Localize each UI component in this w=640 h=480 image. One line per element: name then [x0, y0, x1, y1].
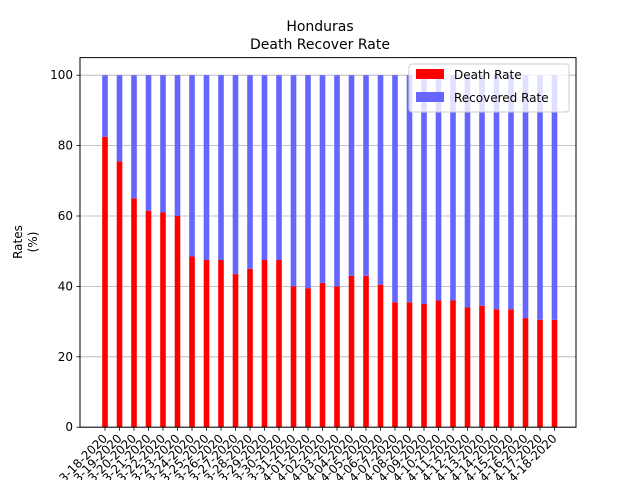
- bar-death-rate: [116, 161, 123, 428]
- bar-death-rate: [247, 268, 253, 428]
- bar-death-rate: [348, 275, 355, 428]
- bar-death-rate: [421, 304, 427, 428]
- bar-recovered-rate: [522, 75, 529, 319]
- bar-death-rate: [551, 319, 558, 428]
- bar-recovered-rate: [247, 75, 253, 269]
- bar-recovered-rate: [363, 75, 369, 276]
- bar-death-rate: [392, 302, 398, 428]
- bar-death-rate: [493, 309, 500, 428]
- bar-recovered-rate: [160, 75, 166, 213]
- bar-recovered-rate: [189, 75, 195, 257]
- bar-recovered-rate: [261, 75, 268, 260]
- bar-death-rate: [218, 260, 224, 428]
- bar-death-rate: [145, 210, 152, 428]
- y-tick-label: 100: [50, 68, 73, 82]
- y-tick-label: 80: [58, 139, 73, 153]
- bar-recovered-rate: [131, 75, 137, 199]
- bar-recovered-rate: [348, 75, 355, 276]
- chart-title: Honduras: [286, 19, 353, 35]
- bar-recovered-rate: [435, 75, 442, 301]
- bar-death-rate: [435, 300, 442, 428]
- bar-death-rate: [174, 216, 181, 428]
- bar-death-rate: [319, 282, 326, 428]
- y-tick-label: 40: [58, 279, 73, 293]
- y-axis-label: Rates(%): [11, 225, 40, 259]
- bar-death-rate: [189, 256, 195, 428]
- bar-recovered-rate: [116, 75, 123, 162]
- bar-recovered-rate: [145, 75, 152, 211]
- legend: Death Rate Recovered Rate: [408, 63, 570, 113]
- bar-death-rate: [479, 305, 485, 428]
- bar-recovered-rate: [203, 75, 210, 260]
- bar-death-rate: [377, 284, 384, 428]
- bar-recovered-rate: [421, 75, 427, 304]
- bar-recovered-rate: [479, 75, 485, 306]
- bar-death-rate: [232, 274, 239, 428]
- bar-recovered-rate: [537, 75, 543, 320]
- bar-death-rate: [406, 302, 413, 428]
- plot-frame: [79, 57, 577, 428]
- y-tick-label: 60: [58, 209, 73, 223]
- bar-recovered-rate: [377, 75, 384, 285]
- bar-recovered-rate: [508, 75, 514, 310]
- bar-recovered-rate: [493, 75, 500, 310]
- bar-recovered-rate: [290, 75, 297, 287]
- legend-swatch-recovered-rate: [416, 92, 444, 102]
- bar-recovered-rate: [276, 75, 282, 260]
- bar-death-rate: [160, 212, 166, 428]
- x-axis: 3-18-20203-19-20203-20-20203-21-20203-22…: [56, 427, 560, 480]
- bar-death-rate: [131, 198, 137, 428]
- bars: [102, 75, 558, 428]
- y-tick-label: 20: [58, 350, 73, 364]
- chart-subtitle: Death Recover Rate: [250, 37, 390, 53]
- bar-death-rate: [334, 286, 340, 428]
- bar-death-rate: [290, 286, 297, 428]
- bar-recovered-rate: [406, 75, 413, 303]
- bar-death-rate: [305, 288, 311, 428]
- y-axis: 0 20 40 60 80 100: [50, 68, 80, 434]
- bar-death-rate: [203, 260, 210, 428]
- bar-recovered-rate: [334, 75, 340, 287]
- bar-recovered-rate: [232, 75, 239, 275]
- legend-label-recovered-rate: Recovered Rate: [454, 91, 549, 105]
- bar-death-rate: [276, 260, 282, 428]
- bar-recovered-rate: [450, 75, 456, 301]
- bar-death-rate: [537, 319, 543, 428]
- bar-recovered-rate: [305, 75, 311, 289]
- bar-recovered-rate: [102, 75, 108, 137]
- bar-recovered-rate: [551, 75, 558, 320]
- bar-death-rate: [261, 260, 268, 428]
- bar-recovered-rate: [464, 75, 471, 308]
- bar-death-rate: [102, 136, 108, 428]
- bar-death-rate: [363, 275, 369, 428]
- y-tick-label: 0: [65, 420, 73, 434]
- bar-recovered-rate: [218, 75, 224, 260]
- bar-recovered-rate: [319, 75, 326, 283]
- legend-label-death-rate: Death Rate: [454, 68, 522, 82]
- legend-box: [408, 63, 570, 113]
- legend-swatch-death-rate: [416, 69, 444, 79]
- bar-death-rate: [508, 309, 514, 428]
- bar-death-rate: [450, 300, 456, 428]
- bar-recovered-rate: [174, 75, 181, 216]
- bar-death-rate: [522, 318, 529, 428]
- bar-death-rate: [464, 307, 471, 428]
- bar-recovered-rate: [392, 75, 398, 303]
